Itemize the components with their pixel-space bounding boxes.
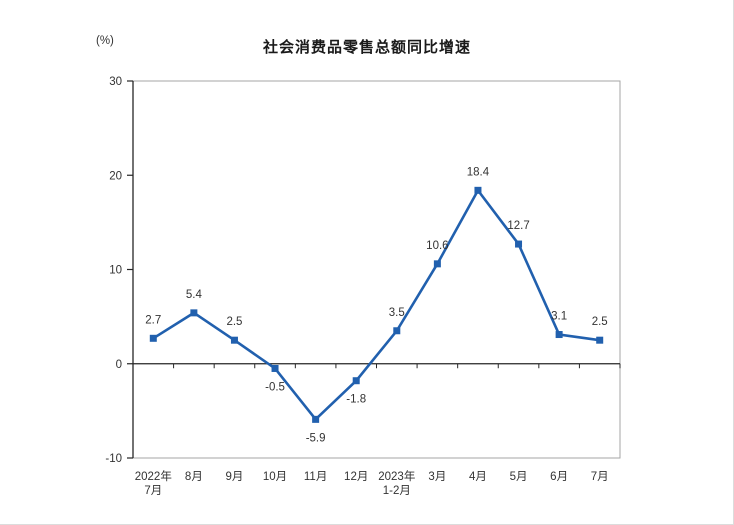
- data-point-label: 10.6: [426, 240, 448, 252]
- data-point-marker: [149, 334, 157, 342]
- y-axis-tick-label: 30: [109, 76, 122, 88]
- data-point-marker: [230, 336, 238, 344]
- x-category-label: 4月: [469, 471, 487, 483]
- x-category-label: 11月: [304, 471, 327, 483]
- x-category-label: 5月: [510, 471, 528, 483]
- x-category-label: 2023年 1-2月: [378, 469, 415, 497]
- data-point-label: 12.7: [507, 220, 529, 232]
- x-category-label: 6月: [550, 471, 568, 483]
- data-point-label: 2.7: [145, 314, 161, 326]
- x-category-label: 2022年 7月: [135, 469, 172, 497]
- x-category-label: 3月: [428, 471, 446, 483]
- y-axis-tick-label: 10: [109, 265, 122, 277]
- data-point-marker: [596, 336, 604, 344]
- plot-border: [132, 80, 621, 459]
- data-point-marker: [555, 331, 563, 339]
- data-point-marker: [190, 309, 198, 317]
- data-point-label: -1.8: [346, 394, 366, 406]
- data-point-label: 3.5: [389, 307, 405, 319]
- data-point-label: -0.5: [265, 381, 285, 393]
- data-point-label: 5.4: [186, 289, 203, 301]
- data-point-label: 2.5: [226, 316, 242, 328]
- x-category-label: 7月: [591, 471, 609, 483]
- data-point-marker: [433, 260, 441, 268]
- data-point-label: 3.1: [551, 311, 567, 323]
- y-axis-tick-label: 0: [116, 359, 122, 371]
- data-point-label: -5.9: [306, 432, 326, 444]
- data-point-marker: [352, 377, 360, 385]
- chart-title: 社会消费品零售总额同比增速: [262, 39, 471, 56]
- data-point-marker: [393, 327, 401, 335]
- x-category-label: 8月: [185, 471, 203, 483]
- data-point-marker: [474, 186, 482, 194]
- data-point-marker: [312, 415, 320, 423]
- data-point-marker: [515, 240, 523, 248]
- y-axis-tick-label: 20: [109, 170, 122, 182]
- x-category-label: 9月: [226, 471, 244, 483]
- data-point-label: 18.4: [467, 166, 490, 178]
- y-axis-tick-label: -10: [105, 453, 122, 465]
- data-point-label: 2.5: [592, 316, 608, 328]
- x-category-label: 10月: [263, 471, 287, 483]
- data-point-marker: [271, 364, 279, 372]
- x-category-label: 12月: [344, 471, 368, 483]
- series-line: [152, 187, 600, 422]
- y-axis-unit-label: (%): [96, 35, 114, 47]
